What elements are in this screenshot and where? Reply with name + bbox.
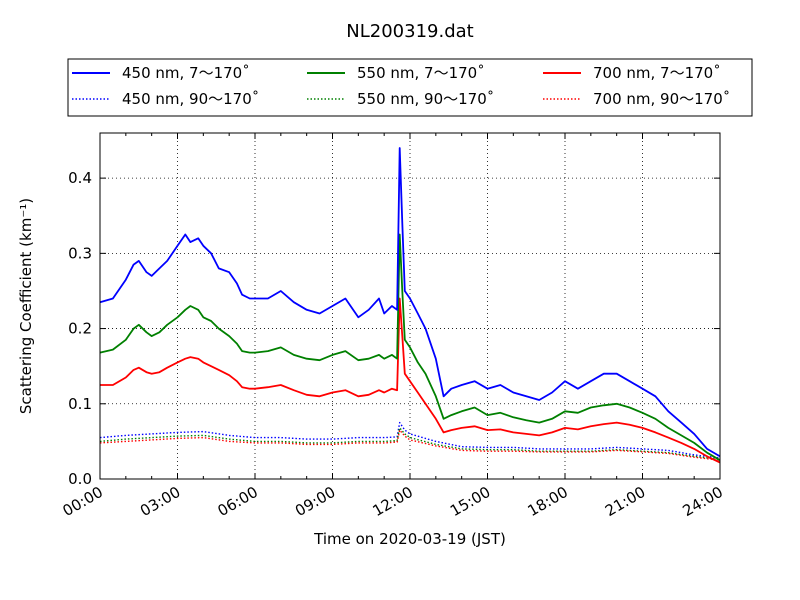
legend: 450 nm, 7～170˚ 450 nm, 90～170˚ 550 nm, 7～1… (67, 58, 753, 117)
legend-label-5: 700 nm, 90～170˚ (593, 90, 730, 108)
y-tick-label: 0.3 (68, 244, 92, 262)
legend-label-0: 450 nm, 7～170˚ (122, 64, 250, 82)
x-tick-label: 00:00 (60, 483, 106, 520)
y-axis-label: Scattering Coefficient (km⁻¹) (17, 198, 35, 414)
legend-label-2: 550 nm, 7～170˚ (357, 64, 485, 82)
series-line-1 (99, 421, 721, 459)
y-tick-label: 0.1 (68, 395, 92, 413)
x-tick-label: 12:00 (370, 483, 416, 520)
y-tick-label: 0.2 (68, 320, 92, 338)
series-line-0 (99, 147, 721, 458)
legend-label-1: 450 nm, 90～170˚ (122, 90, 259, 108)
x-tick-label: 18:00 (525, 483, 571, 520)
x-tick-label: 21:00 (602, 483, 648, 520)
axis-ticks: 00:00 03:00 06:00 09:00 12:00 15:00 18:00 21:00… (60, 133, 726, 520)
y-tick-label: 0.0 (68, 470, 92, 488)
chart-title: NL200319.dat (346, 21, 473, 42)
series-line-2 (99, 233, 721, 461)
x-tick-label: 03:00 (137, 483, 183, 520)
x-tick-label: 15:00 (447, 483, 493, 520)
series-line-4 (100, 297, 721, 464)
series-layer (99, 147, 721, 464)
legend-label-4: 700 nm, 7～170˚ (593, 64, 721, 82)
x-tick-label: 24:00 (680, 483, 726, 520)
series-line-3 (99, 427, 721, 461)
y-tick-label: 0.4 (68, 169, 92, 187)
x-tick-label: 09:00 (292, 483, 338, 520)
legend-box (67, 58, 753, 117)
x-axis-label: Time on 2020-03-19 (JST) (313, 530, 506, 548)
legend-label-3: 550 nm, 90～170˚ (357, 90, 494, 108)
grid (100, 133, 720, 479)
series-line-5 (99, 429, 721, 461)
x-tick-label: 06:00 (215, 483, 261, 520)
